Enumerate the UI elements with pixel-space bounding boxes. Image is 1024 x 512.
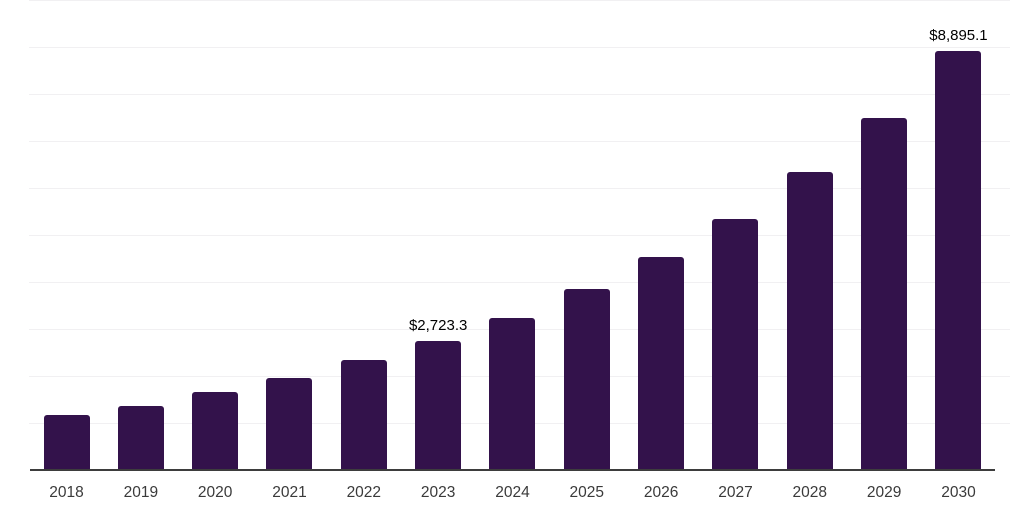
gridline-7000 (29, 141, 1010, 142)
value-label-2023: $2,723.3 (408, 317, 468, 335)
bar-2026 (638, 257, 685, 469)
x-tick-label-2018: 2018 (49, 484, 84, 501)
x-tick-label-2028: 2028 (792, 484, 828, 501)
bar-2019 (117, 406, 164, 469)
x-tick-label-2027: 2027 (718, 484, 753, 501)
x-tick-label-2026: 2026 (643, 484, 679, 501)
bar-2028 (786, 171, 833, 469)
x-tick-label-2024: 2024 (495, 484, 530, 501)
gridline-8000 (29, 94, 1010, 95)
bar-2020 (192, 392, 239, 469)
bar-2018 (43, 414, 90, 469)
x-axis-line (30, 469, 995, 471)
bar-2023 (415, 341, 462, 469)
x-tick-label-2022: 2022 (346, 484, 382, 501)
bar-2025 (563, 289, 610, 469)
gridline-5000 (29, 235, 1010, 236)
bar-2027 (712, 218, 759, 469)
x-tick-label-2020: 2020 (197, 484, 233, 501)
bar-2024 (489, 318, 536, 469)
bar-2022 (340, 360, 387, 469)
gridline-10000 (29, 0, 1010, 1)
x-tick-label-2023: 2023 (420, 484, 456, 501)
x-tick-label-2029: 2029 (866, 484, 902, 501)
x-tick-label-2030: 2030 (941, 484, 976, 501)
gridline-9000 (29, 47, 1010, 48)
x-tick-label-2019: 2019 (123, 484, 159, 501)
bar-2029 (861, 117, 908, 469)
x-tick-label-2025: 2025 (569, 484, 605, 501)
gridline-6000 (29, 188, 1010, 189)
bar-2030 (935, 50, 982, 469)
bar-2021 (266, 378, 313, 469)
x-tick-label-2021: 2021 (272, 484, 307, 501)
plot-area: $2,723.3 $8,895.1 (29, 0, 1010, 471)
gridline-4000 (29, 282, 1010, 283)
value-label-2030: $8,895.1 (929, 26, 988, 44)
